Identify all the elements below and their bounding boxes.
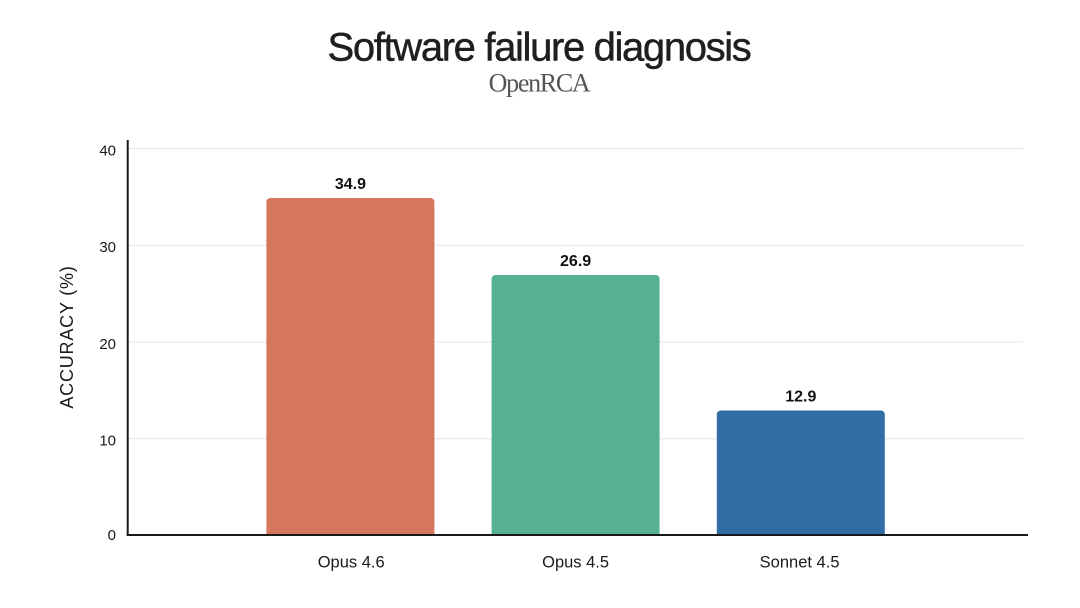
svg-text:0: 0 (108, 527, 116, 544)
svg-text:10: 10 (99, 432, 116, 449)
svg-text:Opus 4.5: Opus 4.5 (542, 554, 609, 572)
svg-text:ACCURACY (%): ACCURACY (%) (57, 265, 77, 408)
svg-text:Software failure diagnosis: Software failure diagnosis (328, 26, 751, 70)
svg-text:Opus 4.6: Opus 4.6 (318, 554, 385, 572)
svg-text:OpenRCA: OpenRCA (489, 69, 591, 98)
svg-text:30: 30 (99, 239, 116, 256)
svg-text:34.9: 34.9 (335, 176, 366, 193)
svg-text:Sonnet 4.5: Sonnet 4.5 (760, 554, 840, 572)
svg-text:12.9: 12.9 (785, 389, 816, 406)
svg-text:40: 40 (99, 143, 116, 160)
svg-text:20: 20 (99, 336, 116, 353)
svg-text:26.9: 26.9 (560, 253, 591, 270)
